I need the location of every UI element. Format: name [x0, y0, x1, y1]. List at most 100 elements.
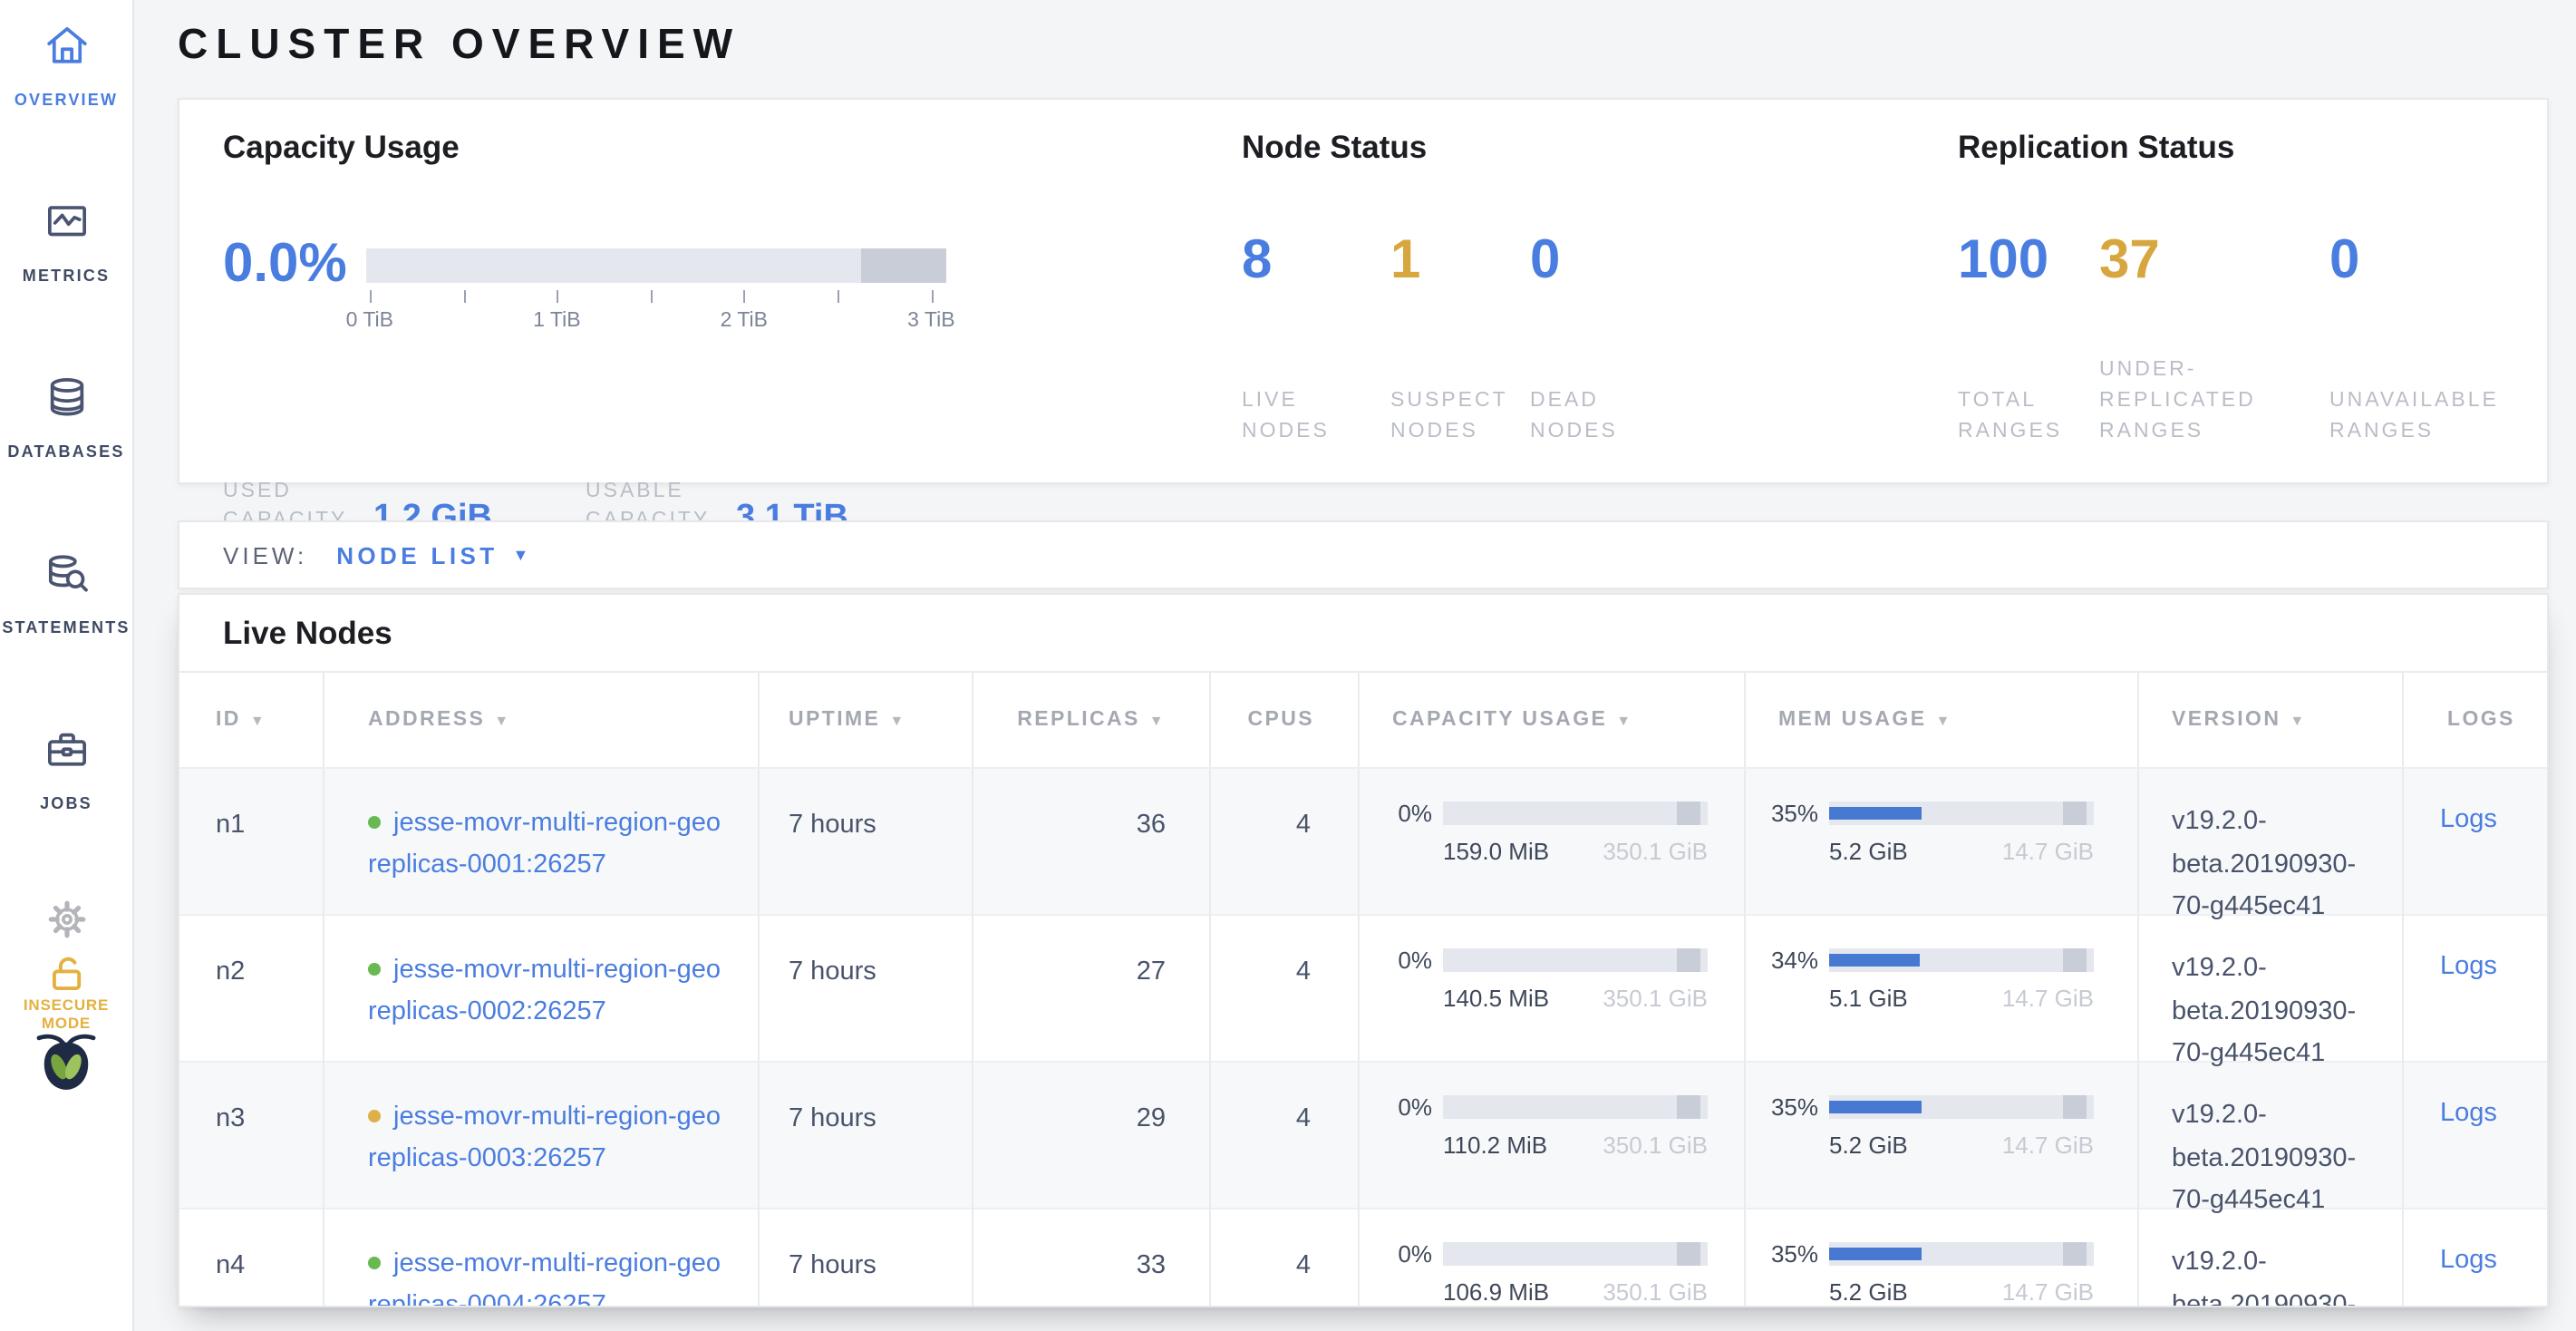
- column-header-logs[interactable]: LOGS: [2402, 673, 2547, 767]
- logs-cell: Logs: [2402, 1210, 2547, 1306]
- node-address-link[interactable]: jesse-movr-multi-region-geo replicas-0003…: [368, 1103, 721, 1172]
- node-address-link[interactable]: jesse-movr-multi-region-geo replicas-0004…: [368, 1249, 721, 1307]
- axis-label: 2 TiB: [720, 310, 769, 332]
- sort-arrow-icon: [494, 712, 510, 728]
- insecure-lock-icon[interactable]: [0, 950, 132, 1006]
- sort-arrow-icon: [1616, 712, 1632, 728]
- total-ranges-label: TOTAL RANGES: [1958, 390, 2063, 442]
- column-header-version[interactable]: VERSION: [2137, 673, 2402, 767]
- node-id-cell: n4: [216, 1251, 246, 1280]
- sidebar-item-metrics[interactable]: METRICS: [0, 176, 132, 352]
- cpus-cell: 4: [1209, 916, 1358, 1076]
- capacity-bar: [1443, 1242, 1708, 1266]
- capacity-usage-cell: 0% 106.9 MiB 350.1 GiB: [1358, 1210, 1744, 1306]
- sidebar-item-overview[interactable]: OVERVIEW: [0, 0, 132, 176]
- column-header-mem-usage[interactable]: MEM USAGE: [1744, 673, 2137, 767]
- column-header-uptime[interactable]: UPTIME: [758, 673, 972, 767]
- column-header-id[interactable]: ID: [179, 673, 323, 767]
- uptime-cell: 7 hours: [758, 1063, 972, 1223]
- logs-link[interactable]: Logs: [2440, 1246, 2497, 1275]
- sort-arrow-icon: [889, 712, 905, 728]
- column-header-capacity-usage[interactable]: CAPACITY USAGE: [1358, 673, 1744, 767]
- view-label: VIEW:: [223, 541, 308, 568]
- node-address-cell: jesse-movr-multi-region-geo replicas-0001…: [323, 769, 758, 929]
- database-icon: [0, 372, 132, 432]
- axis-label: 0 TiB: [345, 310, 394, 332]
- dead-nodes-value: 0: [1530, 230, 1561, 290]
- table-row: n1 jesse-movr-multi-region-geo replicas-0…: [179, 769, 2547, 929]
- node-id-cell: n2: [216, 957, 246, 986]
- sidebar-item-databases[interactable]: DATABASES: [0, 352, 132, 528]
- sort-arrow-icon: [250, 712, 266, 728]
- live-nodes-label: LIVE NODES: [1242, 390, 1330, 442]
- logs-cell: Logs: [2402, 916, 2547, 1076]
- dead-nodes-stat: 0 DEAD NODES: [1530, 230, 1675, 448]
- version-cell: v19.2.0-beta.20190930-70-g445ec41: [2137, 916, 2402, 1076]
- live-nodes-value: 8: [1242, 230, 1273, 290]
- under-replicated-ranges-label: UNDER-REPLICATED RANGES: [2099, 359, 2256, 442]
- version-cell: v19.2.0-beta.20190930-70-g445ec41: [2137, 769, 2402, 929]
- sort-arrow-icon: [1935, 712, 1951, 728]
- capacity-usage-cell: 0% 140.5 MiB 350.1 GiB: [1358, 916, 1744, 1076]
- table-row: n4 jesse-movr-multi-region-geo replicas-0…: [179, 1210, 2547, 1307]
- briefcase-icon: [0, 724, 132, 783]
- node-status-title: Node Status: [1242, 129, 1428, 165]
- node-status-dot: [368, 1110, 381, 1122]
- replicas-cell: 27: [972, 916, 1209, 1076]
- statements-icon: [0, 548, 132, 607]
- table-header-row: ID ADDRESS UPTIME REPLICAS CPUS CAPACITY…: [179, 671, 2547, 769]
- unavailable-ranges-stat: 0 UNAVAILABLE RANGES: [2329, 230, 2532, 448]
- node-address-cell: jesse-movr-multi-region-geo replicas-0003…: [323, 1063, 758, 1223]
- column-header-cpus[interactable]: CPUS: [1209, 673, 1358, 767]
- replication-status-title: Replication Status: [1958, 129, 2235, 165]
- sidebar-item-label: METRICS: [22, 267, 111, 285]
- column-header-replicas[interactable]: REPLICAS: [972, 673, 1209, 767]
- view-selector-bar: VIEW: NODE LIST: [178, 520, 2549, 589]
- node-status-dot: [368, 816, 381, 829]
- under-replicated-ranges-stat: 37 UNDER-REPLICATED RANGES: [2099, 230, 2329, 448]
- uptime-cell: 7 hours: [758, 769, 972, 929]
- insecure-mode-label: INSECURE MODE: [23, 996, 110, 1032]
- axis-label: 1 TiB: [533, 310, 581, 332]
- capacity-axis-ticks: [366, 290, 946, 305]
- column-header-address[interactable]: ADDRESS: [323, 673, 758, 767]
- view-dropdown[interactable]: NODE LIST: [336, 541, 533, 568]
- sidebar: OVERVIEW METRICS DATABASES: [0, 0, 134, 1331]
- logs-link[interactable]: Logs: [2440, 952, 2497, 981]
- node-address-link[interactable]: jesse-movr-multi-region-geo replicas-0002…: [368, 956, 721, 1025]
- sidebar-item-statements[interactable]: STATEMENTS: [0, 528, 132, 704]
- sidebar-item-jobs[interactable]: JOBS: [0, 704, 132, 879]
- cockroachdb-logo[interactable]: [0, 1019, 132, 1106]
- total-ranges-stat: 100 TOTAL RANGES: [1958, 230, 2099, 448]
- version-cell: v19.2.0-beta.20190930-70-g445ec41: [2137, 1210, 2402, 1306]
- mem-bar: [1829, 802, 2094, 825]
- total-ranges-value: 100: [1958, 230, 2049, 290]
- capacity-usage-cell: 0% 159.0 MiB 350.1 GiB: [1358, 769, 1744, 929]
- replicas-cell: 33: [972, 1210, 1209, 1306]
- capacity-bar-reserved-segment: [860, 248, 946, 283]
- sort-arrow-icon: [1149, 712, 1166, 728]
- node-address-link[interactable]: jesse-movr-multi-region-geo replicas-0001…: [368, 809, 721, 879]
- capacity-bar-track: [366, 248, 946, 283]
- logs-cell: Logs: [2402, 1063, 2547, 1223]
- capacity-bar: [1443, 948, 1708, 972]
- suspect-nodes-value: 1: [1390, 230, 1421, 290]
- mem-bar: [1829, 1095, 2094, 1119]
- cpus-cell: 4: [1209, 1063, 1358, 1223]
- logs-cell: Logs: [2402, 769, 2547, 929]
- sidebar-item-label: DATABASES: [7, 442, 125, 461]
- version-cell: v19.2.0-beta.20190930-70-g445ec41: [2137, 1063, 2402, 1223]
- logs-link[interactable]: Logs: [2440, 805, 2497, 834]
- suspect-nodes-stat: 1 SUSPECT NODES: [1390, 230, 1530, 448]
- cluster-summary-card: Capacity Usage 0.0% 0 TiB 1 TiB 2 TiB 3 …: [178, 98, 2549, 535]
- live-nodes-card: Live Nodes ID ADDRESS UPTIME REPLICAS CP…: [178, 593, 2549, 1307]
- capacity-bar: [1443, 1095, 1708, 1119]
- settings-gear-icon[interactable]: [0, 896, 132, 952]
- live-nodes-table: ID ADDRESS UPTIME REPLICAS CPUS CAPACITY…: [179, 671, 2547, 1307]
- logs-link[interactable]: Logs: [2440, 1099, 2497, 1128]
- table-row: n2 jesse-movr-multi-region-geo replicas-0…: [179, 916, 2547, 1076]
- replication-status-stats: 100 TOTAL RANGES 37 UNDER-REPLICATED RAN…: [1958, 230, 2532, 448]
- mem-usage-cell: 35% 5.2 GiB 14.7 GiB: [1744, 769, 2137, 929]
- sidebar-item-label: STATEMENTS: [2, 618, 131, 636]
